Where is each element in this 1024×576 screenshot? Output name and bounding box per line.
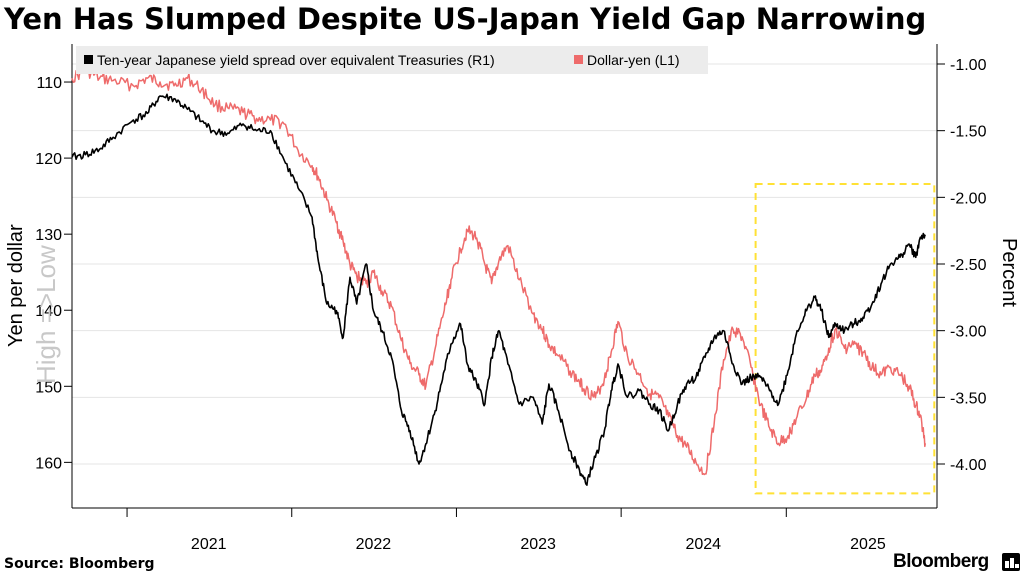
left-tick-label: 140 xyxy=(35,303,62,320)
right-tick-label: -3.50 xyxy=(950,390,987,407)
legend-swatch-dollar-yen xyxy=(574,55,583,64)
dollar-yen-line xyxy=(71,66,927,476)
left-tick-label: 120 xyxy=(35,151,62,168)
yield-spread-line xyxy=(71,93,926,486)
legend: Ten-year Japanese yield spread over equi… xyxy=(76,46,708,74)
right-tick-label: -2.00 xyxy=(950,190,987,207)
legend-label-yield-spread: Ten-year Japanese yield spread over equi… xyxy=(97,52,495,68)
x-tick-label: 2021 xyxy=(191,536,227,553)
left-tick-label: 150 xyxy=(35,379,62,396)
legend-label-dollar-yen: Dollar-yen (L1) xyxy=(587,52,680,68)
high-low-annotation: High =>Low xyxy=(31,245,61,384)
right-tick-label: -2.50 xyxy=(950,257,987,274)
left-tick-label: 130 xyxy=(35,227,62,244)
chart-title: Yen Has Slumped Despite US-Japan Yield G… xyxy=(4,2,927,36)
source-note: Source: Bloomberg xyxy=(4,556,155,572)
x-axis: 2021 2022 2023 2024 2025 xyxy=(72,507,937,553)
highlight-box xyxy=(754,183,936,495)
x-tick-label: 2023 xyxy=(520,536,556,553)
left-axis-label: Yen per dollar xyxy=(5,224,27,347)
left-tick-label: 110 xyxy=(36,75,62,92)
x-tick-label: 2025 xyxy=(850,536,886,553)
right-axis-label: Percent xyxy=(998,238,1020,307)
right-axis: -1.00 -1.50 -2.00 -2.50 -3.00 -3.50 -4.00 Perce… xyxy=(936,44,1020,508)
x-tick-label: 2024 xyxy=(685,536,721,553)
right-tick-label: -1.50 xyxy=(950,124,987,141)
grid-lines xyxy=(72,63,937,465)
bloomberg-terminal-icon xyxy=(1002,553,1020,571)
highlight-box-group xyxy=(754,183,936,495)
right-tick-label: -1.00 xyxy=(950,57,987,74)
left-tick-label: 160 xyxy=(35,455,62,472)
right-tick-label: -3.00 xyxy=(950,324,987,341)
right-tick-label: -4.00 xyxy=(950,457,987,474)
legend-swatch-yield-spread xyxy=(84,55,93,64)
series-lines xyxy=(71,66,927,486)
bloomberg-logo-text: Bloomberg xyxy=(893,551,989,572)
left-axis: 110 120 130 140 150 160 Yen per dollar High =>L… xyxy=(5,44,73,508)
x-tick-label: 2022 xyxy=(356,536,392,553)
legend-background xyxy=(76,46,708,74)
